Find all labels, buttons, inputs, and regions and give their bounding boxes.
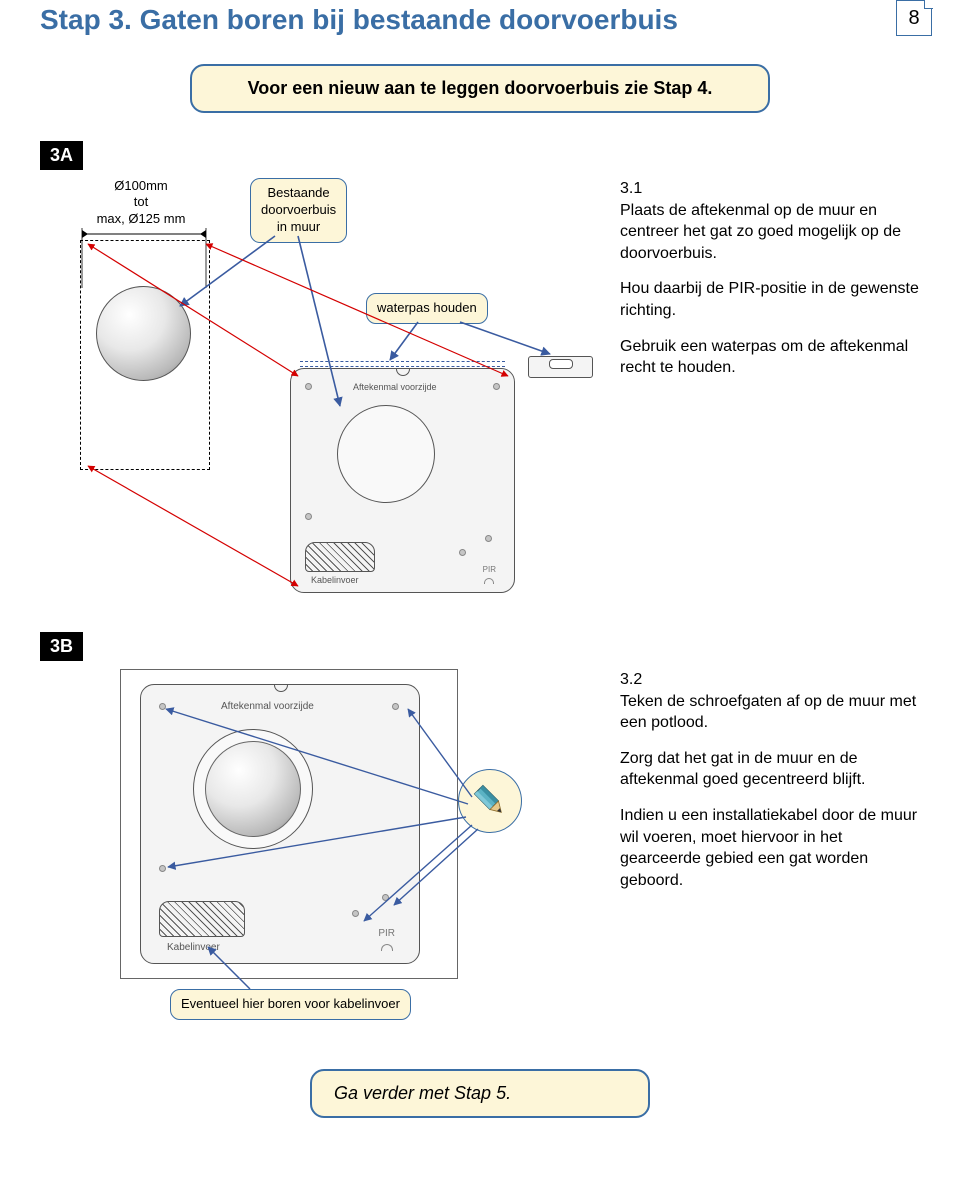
page-number: 8 (896, 0, 932, 36)
instructions-3b: 3.2 Teken de schroefgaten af op de muur … (620, 669, 920, 1039)
step-3b-badge: 3B (40, 632, 83, 661)
step-3a-badge: 3A (40, 141, 83, 170)
page-title: Stap 3. Gaten boren bij bestaande doorvo… (40, 0, 920, 36)
label-drill-cable: Eventueel hier boren voor kabelinvoer (170, 989, 411, 1020)
diagram-3a: Ø100mm tot max, Ø125 mm Bestaande doorvo… (40, 178, 600, 608)
label-existing-duct: Bestaande doorvoerbuis in muur (250, 178, 347, 243)
label-keep-level: waterpas houden (366, 293, 488, 324)
dimension-label: Ø100mm tot max, Ø125 mm (86, 178, 196, 227)
note-see-step-4: Voor een nieuw aan te leggen doorvoerbui… (190, 64, 770, 113)
pencil-icon (458, 769, 522, 833)
template-plate-3a: Aftekenmal voorzijde Kabelinvoer PIR (290, 368, 515, 593)
instructions-3a: 3.1 Plaats de aftekenmal op de muur en c… (620, 178, 920, 608)
spirit-level-icon (528, 356, 593, 378)
template-plate-3b: Aftekenmal voorzijde Kabelinvoer PIR (140, 684, 420, 964)
note-continue-step-5: Ga verder met Stap 5. (310, 1069, 650, 1118)
diagram-3b: Aftekenmal voorzijde Kabelinvoer PIR Eve… (40, 669, 600, 1039)
